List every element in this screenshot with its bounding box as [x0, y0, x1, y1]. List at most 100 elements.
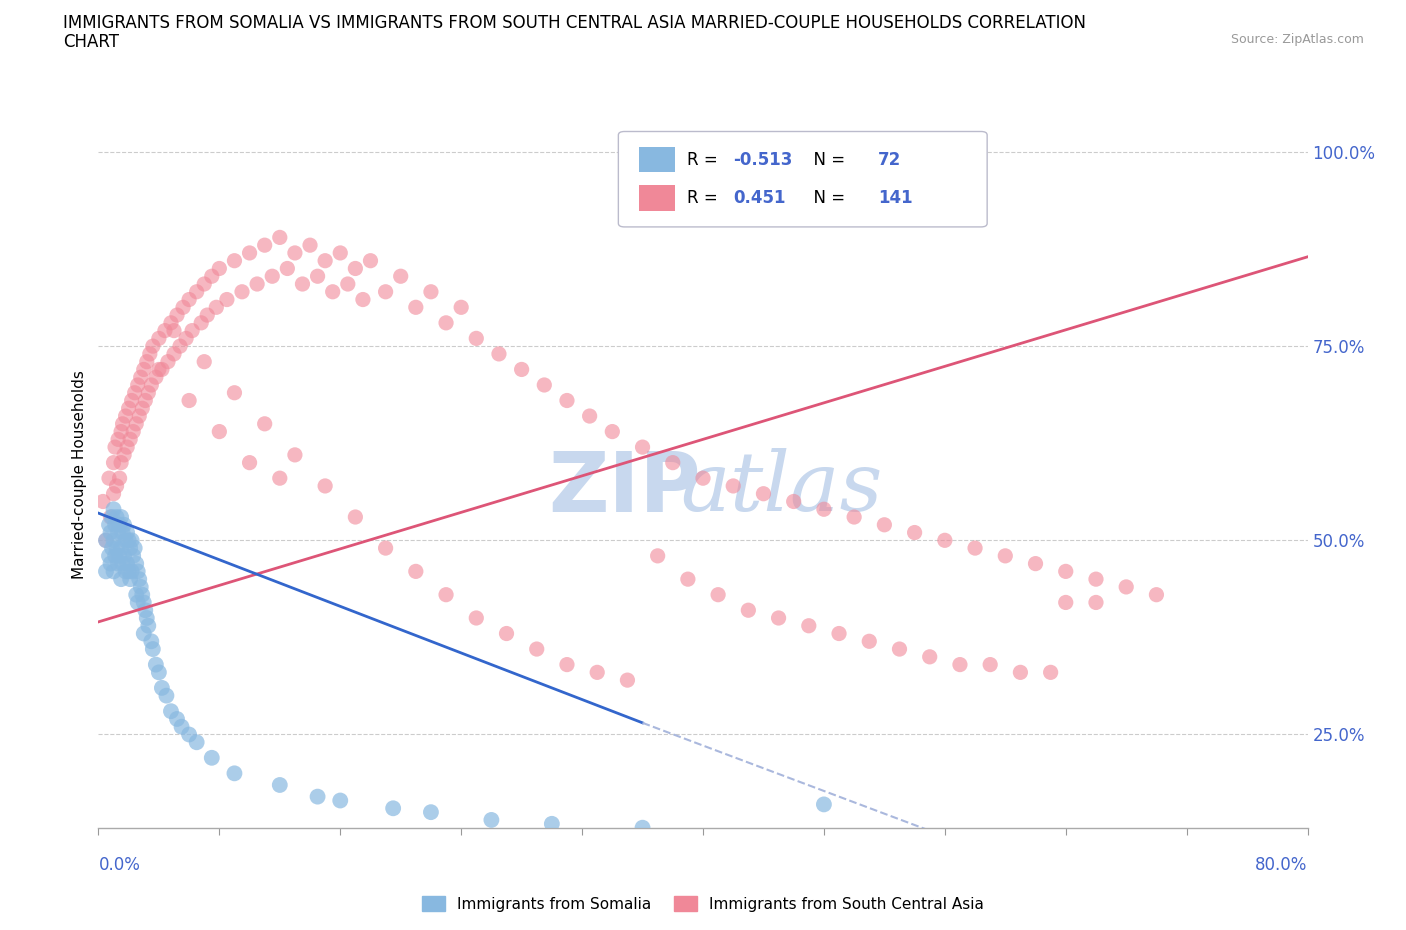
Point [110, 572, 132, 587]
Point [101, 510, 124, 525]
Text: -0.513: -0.513 [734, 151, 793, 168]
Point [782, 494, 804, 509]
Point [125, 417, 148, 432]
Point [105, 479, 128, 494]
Point [269, 471, 291, 485]
Point [193, 276, 215, 291]
Point [172, 299, 194, 314]
Point [844, 510, 866, 525]
Point [127, 564, 149, 578]
Point [94, 533, 117, 548]
Point [465, 331, 488, 346]
Point [160, 704, 183, 719]
Point [156, 354, 179, 369]
Point [1054, 564, 1077, 578]
Point [307, 269, 329, 284]
Point [131, 587, 153, 602]
Point [768, 611, 790, 626]
Point [419, 804, 441, 819]
Point [752, 486, 775, 501]
Point [111, 525, 134, 540]
Point [269, 777, 291, 792]
FancyBboxPatch shape [619, 131, 987, 227]
Point [114, 533, 136, 548]
Text: 141: 141 [879, 189, 912, 207]
Point [94, 533, 117, 548]
Point [103, 502, 125, 517]
Point [127, 378, 149, 392]
Point [510, 362, 533, 377]
Point [118, 533, 141, 548]
Point [1085, 595, 1108, 610]
Point [676, 572, 699, 587]
Point [170, 719, 193, 734]
Point [136, 385, 159, 400]
Point [661, 455, 683, 470]
Point [103, 486, 125, 501]
Point [495, 626, 517, 641]
Point [797, 618, 820, 633]
Point [904, 525, 927, 540]
Point [918, 649, 941, 664]
Point [108, 549, 131, 564]
Point [125, 556, 148, 571]
Point [231, 285, 253, 299]
Point [488, 347, 510, 362]
Point [110, 424, 132, 439]
Point [112, 447, 135, 462]
Point [136, 618, 159, 633]
Text: N =: N = [803, 151, 851, 168]
Point [201, 269, 224, 284]
Point [118, 564, 141, 578]
Point [253, 417, 276, 432]
Point [873, 517, 896, 532]
Point [112, 549, 135, 564]
Point [115, 525, 138, 540]
Point [132, 362, 155, 377]
Point [108, 517, 131, 532]
Point [153, 323, 176, 338]
Point [329, 793, 352, 808]
Point [858, 634, 880, 649]
Point [114, 408, 136, 423]
Point [103, 564, 125, 578]
Point [224, 766, 246, 781]
Point [434, 315, 457, 330]
Point [129, 370, 152, 385]
Point [121, 393, 143, 408]
Point [208, 261, 231, 276]
Point [253, 238, 276, 253]
Point [177, 393, 201, 408]
Point [205, 299, 228, 314]
Point [135, 354, 157, 369]
Point [813, 797, 835, 812]
Legend: Immigrants from Somalia, Immigrants from South Central Asia: Immigrants from Somalia, Immigrants from… [416, 889, 990, 918]
Point [142, 642, 165, 657]
Point [174, 331, 197, 346]
Point [994, 549, 1017, 564]
Point [828, 626, 851, 641]
Text: 0.0%: 0.0% [98, 856, 141, 874]
Point [360, 253, 382, 268]
Point [602, 424, 624, 439]
Point [352, 292, 374, 307]
Point [166, 711, 188, 726]
Point [103, 455, 125, 470]
Point [526, 642, 548, 657]
Point [269, 230, 291, 245]
Point [104, 440, 127, 455]
Point [91, 494, 114, 509]
Text: ZIP: ZIP [548, 448, 700, 529]
Point [98, 517, 121, 532]
Point [177, 727, 201, 742]
Point [110, 540, 132, 555]
Point [115, 440, 138, 455]
Point [98, 549, 121, 564]
Point [118, 401, 141, 416]
Text: atlas: atlas [681, 448, 883, 528]
Text: CHART: CHART [63, 33, 120, 50]
Point [160, 315, 183, 330]
Point [586, 665, 609, 680]
Point [262, 269, 284, 284]
Point [195, 308, 218, 323]
